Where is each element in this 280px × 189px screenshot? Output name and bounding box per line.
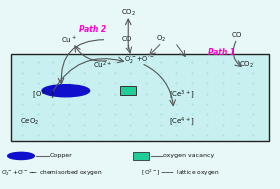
Text: oxygen vacancy: oxygen vacancy bbox=[163, 153, 214, 158]
Bar bbox=[120, 86, 136, 95]
Text: $\mathrm{O_2^{\cdot-}}$$\mathrm{+ O^{\cdot-}}$$\mathrm{-\!\!\!-}$ chemisorbed ox: $\mathrm{O_2^{\cdot-}}$$\mathrm{+ O^{\cd… bbox=[1, 168, 103, 178]
Text: $\mathrm{CO}$: $\mathrm{CO}$ bbox=[231, 30, 242, 40]
Text: $[\mathrm{Ce}^{4+}]$: $[\mathrm{Ce}^{4+}]$ bbox=[169, 115, 195, 128]
Text: Path 1: Path 1 bbox=[208, 48, 235, 57]
Text: $[\,\mathrm{O}^{2-}]$: $[\,\mathrm{O}^{2-}]$ bbox=[32, 88, 55, 101]
Ellipse shape bbox=[42, 85, 90, 97]
Text: Path 2: Path 2 bbox=[79, 25, 106, 34]
Text: $\mathrm{CO_2}$: $\mathrm{CO_2}$ bbox=[239, 60, 254, 70]
Bar bbox=[133, 152, 149, 160]
Bar bbox=[11, 54, 269, 141]
Text: $[\,\mathrm{O}^{2-}]$ $\mathrm{-\!\!\!-\!\!\!-}$ lattice oxygen: $[\,\mathrm{O}^{2-}]$ $\mathrm{-\!\!\!-\… bbox=[141, 168, 220, 178]
Text: $\mathrm{CO}$: $\mathrm{CO}$ bbox=[122, 34, 133, 43]
Text: $\mathrm{CO_2}$: $\mathrm{CO_2}$ bbox=[121, 8, 136, 18]
Ellipse shape bbox=[8, 152, 34, 160]
Text: $\mathrm{CeO_2}$: $\mathrm{CeO_2}$ bbox=[20, 117, 39, 127]
Text: $\mathrm{Cu^{2+}}$: $\mathrm{Cu^{2+}}$ bbox=[93, 60, 112, 71]
Text: $\mathrm{O_2^{\cdot-}}$$\mathrm{+ O^{\cdot-}}$: $\mathrm{O_2^{\cdot-}}$$\mathrm{+ O^{\cd… bbox=[124, 54, 155, 65]
Text: $[\mathrm{Ce}^{3+}]$: $[\mathrm{Ce}^{3+}]$ bbox=[169, 88, 195, 101]
Text: $\mathrm{O_2}$: $\mathrm{O_2}$ bbox=[156, 34, 166, 44]
Text: $\mathrm{Cu^+}$: $\mathrm{Cu^+}$ bbox=[60, 35, 77, 45]
Text: Copper: Copper bbox=[50, 153, 73, 158]
